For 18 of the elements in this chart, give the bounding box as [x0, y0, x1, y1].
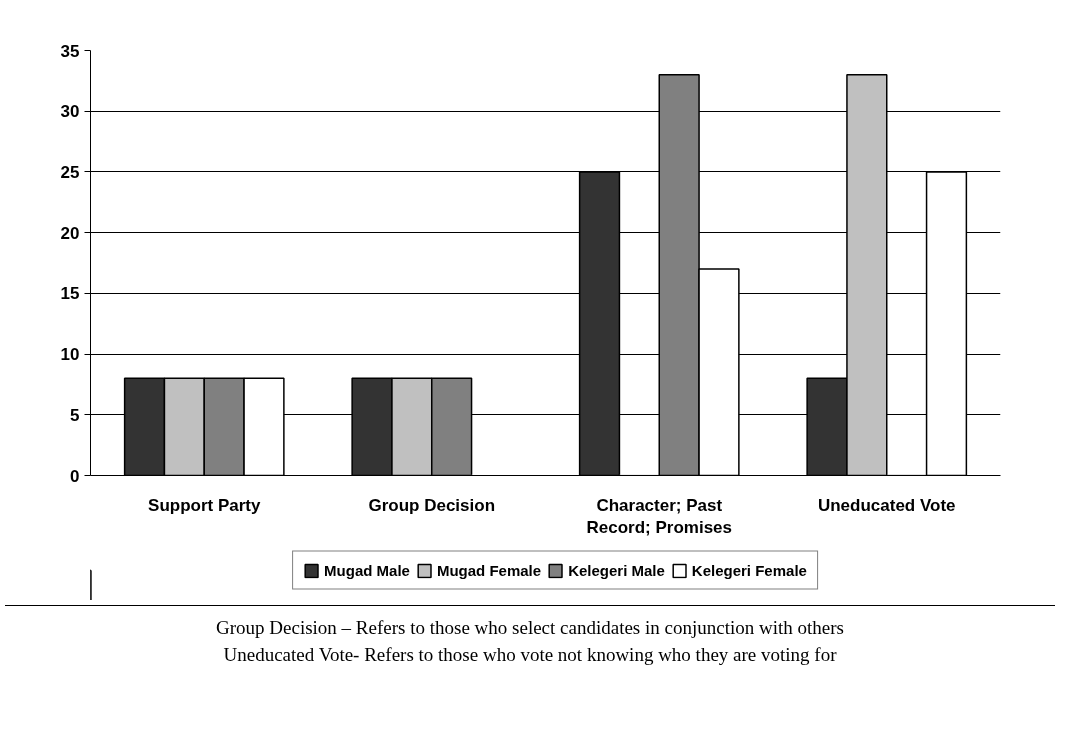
legend-label: Kelegeri Female	[691, 561, 807, 579]
y-tick-label: 15	[60, 284, 80, 304]
legend-label: Mugad Female	[436, 561, 542, 579]
y-tick-label: 35	[60, 41, 80, 61]
x-tick-label: Support Party	[148, 495, 261, 515]
x-tick-label: Character; Past Record; Promises	[586, 495, 732, 538]
text: Group Decision – Refers to those who select candidates in conjunction with others	[216, 617, 844, 638]
y-tick-label: 0	[70, 466, 80, 486]
y-tick-label: 10	[60, 345, 80, 365]
legend-label: Mugad Male	[324, 561, 410, 579]
legend-label: Kelegeri Male	[568, 561, 665, 579]
y-tick-label: 25	[60, 162, 80, 182]
text: Uneducated Vote- Refers to those who vote not knowing who they are voting for	[223, 644, 837, 666]
y-tick-label: 30	[60, 102, 80, 122]
y-tick-label: 20	[60, 223, 80, 243]
x-tick-label: Group Decision	[368, 495, 496, 515]
y-tick-label: 5	[70, 405, 80, 425]
x-tick-label: Uneducated Vote	[817, 495, 956, 515]
